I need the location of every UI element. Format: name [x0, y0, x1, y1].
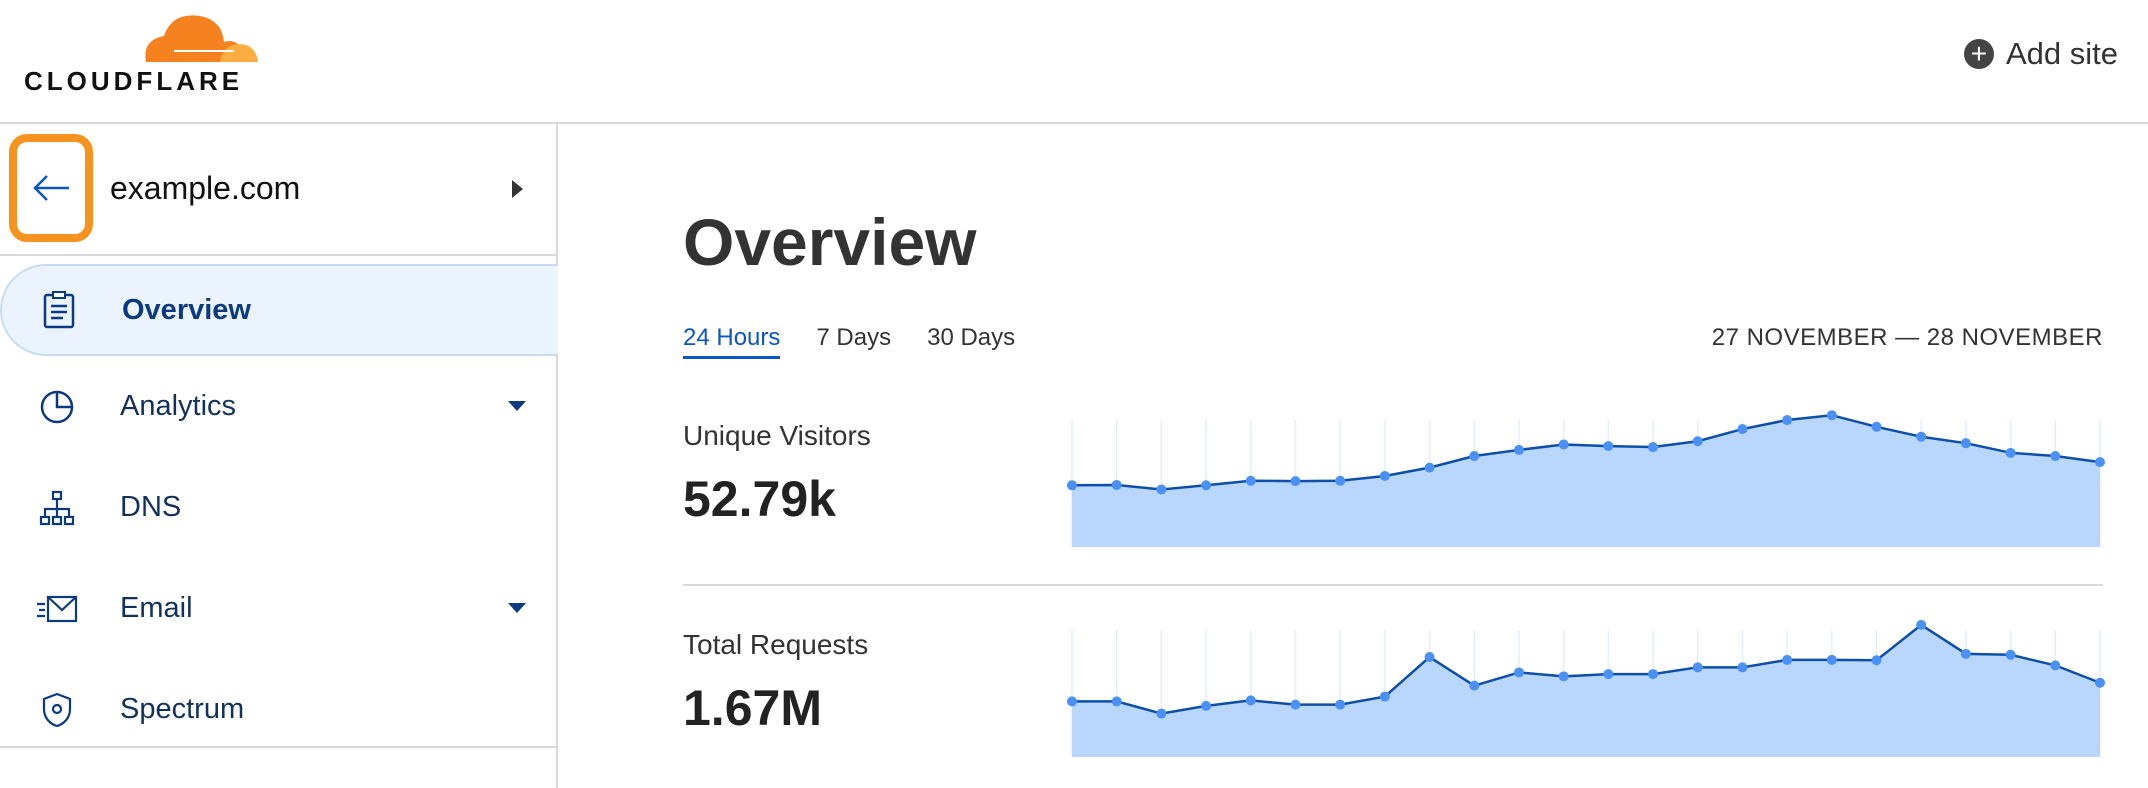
zone-selector: example.com: [0, 124, 556, 256]
data-point: [1558, 439, 1569, 450]
data-point: [2005, 649, 2016, 660]
zone-name[interactable]: example.com: [110, 170, 301, 206]
area-fill: [1072, 624, 2100, 757]
data-point: [1871, 655, 1882, 666]
data-point: [1782, 415, 1793, 426]
series-line: [1072, 623, 2101, 715]
data-point: [2005, 447, 2016, 458]
unique-visitors-sparkline: [1067, 410, 2105, 547]
sidebar-item-spectrum[interactable]: Spectrum: [0, 659, 556, 760]
data-point: [1692, 436, 1703, 447]
shield-icon: [36, 689, 78, 731]
data-point: [1782, 654, 1793, 665]
series-line: [1071, 413, 2101, 491]
caret-down-icon[interactable]: [508, 603, 526, 613]
sidebar-item-email[interactable]: Email: [0, 558, 556, 659]
data-point: [1960, 648, 1971, 659]
data-point: [1826, 410, 1837, 421]
metric-label: Unique Visitors: [683, 420, 871, 451]
data-point: [1558, 671, 1569, 682]
data-point: [1335, 475, 1346, 486]
data-point: [1469, 451, 1480, 462]
data-point: [1379, 470, 1390, 481]
metric-label: Total Requests: [683, 629, 869, 660]
data-point: [1513, 444, 1524, 455]
add-site-button[interactable]: + Add site: [1963, 36, 2118, 72]
data-point: [1603, 441, 1614, 452]
divider: [0, 746, 558, 748]
add-site-label: Add site: [2005, 36, 2118, 71]
back-button[interactable]: [9, 134, 93, 242]
tab-30-days[interactable]: 30 Days: [927, 324, 1016, 351]
data-point: [1424, 652, 1435, 663]
total-requests-sparkline: [1067, 619, 2105, 757]
caret-down-icon[interactable]: [508, 401, 526, 411]
data-point: [1469, 680, 1480, 691]
data-point: [2095, 677, 2105, 688]
time-range-tabs: 24 Hours 7 Days 30 Days: [683, 324, 1015, 359]
logo-text: CLOUDFLARE: [24, 66, 244, 96]
data-point: [1245, 695, 1256, 706]
metric-value: 1.67M: [683, 680, 822, 736]
sidebar-item-label: Overview: [122, 293, 251, 326]
cloudflare-logo[interactable]: [24, 10, 264, 66]
data-point: [1067, 480, 1077, 491]
data-point: [1648, 669, 1659, 680]
data-point: [1603, 669, 1614, 680]
data-point: [1156, 708, 1167, 719]
date-range: 27 NOVEMBER — 28 NOVEMBER: [1711, 324, 2103, 351]
data-point: [1513, 667, 1524, 678]
data-point: [1871, 421, 1882, 432]
divider: [683, 584, 2103, 586]
data-point: [1290, 699, 1301, 710]
arrow-left-icon: [33, 175, 69, 201]
sidebar-item-analytics[interactable]: Analytics: [0, 356, 556, 457]
data-point: [1245, 475, 1256, 486]
data-point: [1424, 462, 1435, 473]
data-point: [1156, 484, 1167, 495]
metric-value: 52.79k: [683, 471, 836, 527]
sidebar-item-label: DNS: [120, 491, 182, 523]
data-point: [1201, 700, 1212, 711]
tab-24-hours[interactable]: 24 Hours: [683, 324, 781, 359]
sidebar-item-label: Spectrum: [120, 693, 245, 725]
data-point: [2050, 660, 2061, 671]
data-point: [1290, 476, 1301, 487]
data-point: [1201, 480, 1212, 491]
sidebar-item-label: Analytics: [120, 390, 237, 422]
data-point: [2095, 457, 2105, 468]
email-icon: [36, 588, 78, 630]
page-title: Overview: [683, 205, 977, 279]
data-point: [1916, 619, 1927, 630]
area-fill: [1072, 415, 2100, 547]
data-point: [1737, 662, 1748, 673]
data-point: [1692, 662, 1703, 673]
sidebar: example.com Overview Analytics DNS Email…: [0, 124, 558, 788]
data-point: [1379, 691, 1390, 702]
sidebar-item-overview[interactable]: Overview: [0, 264, 558, 356]
data-point: [1335, 699, 1346, 710]
data-point: [1916, 431, 1927, 442]
caret-right-icon[interactable]: [512, 180, 523, 198]
sidebar-item-label: Email: [120, 592, 193, 624]
data-point: [1111, 479, 1122, 490]
plus-circle-icon: +: [1963, 39, 1994, 69]
data-point: [1648, 442, 1659, 453]
tab-7-days[interactable]: 7 Days: [816, 324, 892, 351]
data-point: [1960, 438, 1971, 449]
data-point: [1111, 696, 1122, 707]
sidebar-item-dns[interactable]: DNS: [0, 457, 556, 558]
data-point: [1737, 424, 1748, 435]
sitemap-icon: [36, 487, 78, 529]
clipboard-icon: [38, 289, 80, 331]
top-header: CLOUDFLARE + Add site: [0, 0, 2148, 124]
data-point: [2050, 451, 2061, 462]
data-point: [1067, 696, 1077, 707]
data-point: [1826, 654, 1837, 665]
pie-chart-icon: [36, 386, 78, 428]
